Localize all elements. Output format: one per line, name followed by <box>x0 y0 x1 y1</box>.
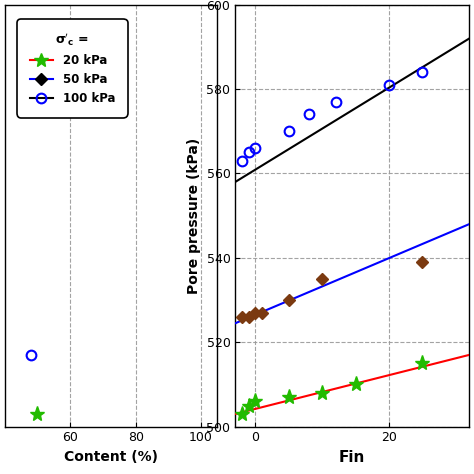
X-axis label: Content (%): Content (%) <box>64 450 158 464</box>
Legend: 20 kPa, 50 kPa, 100 kPa: 20 kPa, 50 kPa, 100 kPa <box>21 23 123 113</box>
X-axis label: Fin: Fin <box>339 450 365 465</box>
Y-axis label: Pore pressure (kPa): Pore pressure (kPa) <box>187 137 201 294</box>
